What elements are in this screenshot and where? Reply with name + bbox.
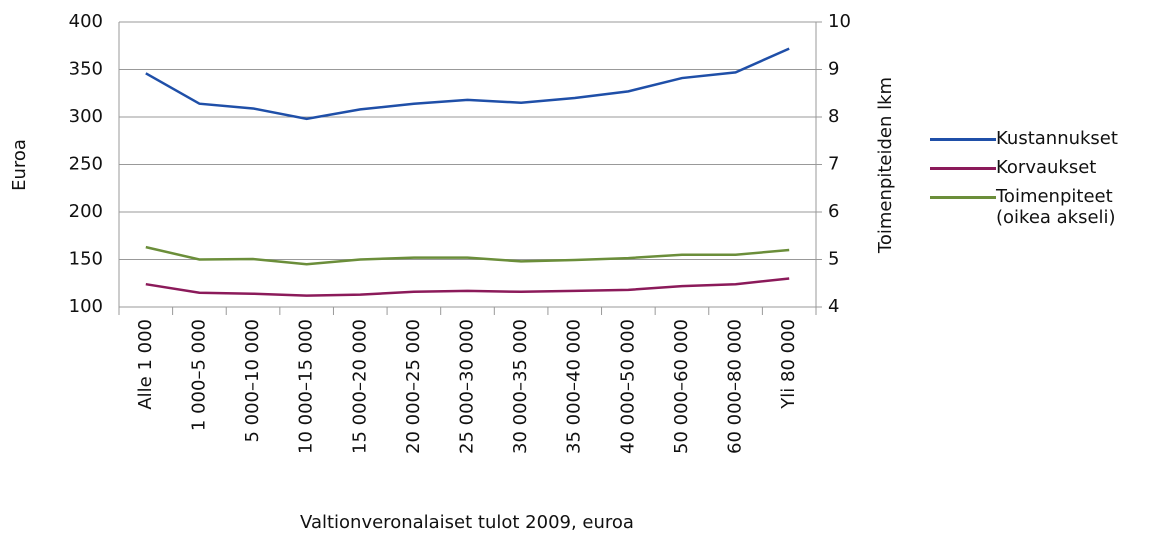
x-tick-label: 60 000–80 000 (725, 319, 746, 454)
legend-swatch (930, 196, 996, 199)
x-axis-title: Valtionveronalaiset tulot 2009, euroa (300, 512, 634, 533)
legend: Kustannukset Korvaukset Toimenpiteet (oike… (930, 128, 1150, 236)
x-tick-label: 25 000–30 000 (457, 319, 478, 454)
y-axis-title: Euroa (9, 139, 30, 191)
y2-axis-title: Toimenpiteiden lkm (875, 77, 896, 254)
y2-tick-label: 7 (828, 154, 839, 175)
y2-tick-label: 6 (828, 201, 839, 222)
y-tick-label: 150 (69, 249, 103, 270)
x-tick-label: 5 000–10 000 (242, 319, 263, 443)
x-tick-label: 1 000–5 000 (188, 319, 209, 431)
x-tick-label: 40 000–50 000 (617, 319, 638, 454)
y-tick-label: 100 (69, 296, 103, 317)
legend-item: Korvaukset (930, 157, 1150, 178)
y-tick-label: 400 (69, 11, 103, 32)
legend-swatch (930, 167, 996, 170)
x-tick-label: 10 000–15 000 (296, 319, 317, 454)
y2-tick-label: 8 (828, 106, 839, 127)
series-line (145, 47, 790, 121)
y2-tick-label: 5 (828, 249, 839, 270)
x-tick-label: 35 000–40 000 (564, 319, 585, 454)
y-tick-label: 250 (69, 154, 103, 175)
x-tick-label: 50 000–60 000 (671, 319, 692, 454)
y-tick-label: 300 (69, 106, 103, 127)
y2-tick-label: 9 (828, 59, 839, 80)
legend-item: Toimenpiteet (oikea akseli) (930, 186, 1150, 228)
series-line (145, 277, 790, 297)
series-line (145, 245, 790, 266)
y-tick-label: 350 (69, 59, 103, 80)
x-tick-label: 20 000–25 000 (403, 319, 424, 454)
legend-label: Korvaukset (996, 157, 1097, 178)
legend-swatch (930, 138, 996, 141)
x-tick-label: Yli 80 000 (778, 319, 799, 410)
y2-tick-label: 10 (828, 11, 851, 32)
y-tick-label: 200 (69, 201, 103, 222)
x-tick-label: 30 000–35 000 (510, 319, 531, 454)
legend-label: Toimenpiteet (oikea akseli) (996, 186, 1116, 228)
y2-tick-label: 4 (828, 296, 839, 317)
legend-item: Kustannukset (930, 128, 1150, 149)
x-tick-label: 15 000–20 000 (349, 319, 370, 454)
x-tick-label: Alle 1 000 (135, 319, 156, 410)
legend-label: Kustannukset (996, 128, 1118, 149)
